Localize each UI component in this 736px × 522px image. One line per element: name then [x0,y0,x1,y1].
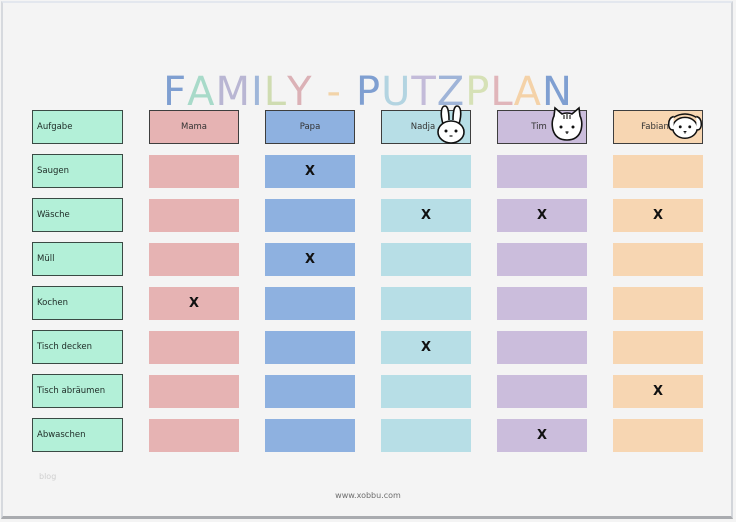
assignment-cell[interactable] [497,375,587,408]
assignment-cell[interactable]: X [613,199,703,232]
assignment-cell[interactable] [381,155,471,188]
check-mark: X [420,208,432,223]
assignment-cell[interactable] [149,155,239,188]
title-letter: L [263,68,288,115]
task-cell: Müll [32,242,123,276]
title-letter: M [215,68,251,115]
title-letter: P [465,68,491,115]
task-cell: Tisch abräumen [32,374,123,408]
assignment-cell[interactable]: X [381,199,471,232]
assignment-cell[interactable] [497,331,587,364]
assignment-cell[interactable] [149,331,239,364]
task-cell: Kochen [32,286,123,320]
assignment-cell[interactable] [149,375,239,408]
assignment-cell[interactable] [265,375,355,408]
assignment-cell[interactable] [149,419,239,452]
dog-icon [666,104,703,144]
member-header-mama: Mama [149,110,239,144]
task-cell: Wäsche [32,198,123,232]
assignment-cell[interactable]: X [149,287,239,320]
title-letter: - [326,68,342,115]
assignment-cell[interactable] [613,243,703,276]
assignment-cell[interactable] [265,419,355,452]
assignment-cell[interactable] [497,155,587,188]
assignment-cell[interactable] [149,199,239,232]
assignment-cell[interactable]: X [497,199,587,232]
member-name: Fabian [641,122,669,132]
task-header-cell: Aufgabe [32,110,123,144]
task-cell: Abwaschen [32,418,123,452]
assignment-cell[interactable]: X [381,331,471,364]
title-letter: F [163,68,188,115]
check-mark: X [420,340,432,355]
title-letter: A [513,68,542,115]
title-letter: Y [287,68,313,115]
member-name: Papa [299,122,321,132]
assignment-cell[interactable] [381,243,471,276]
assignment-cell[interactable]: X [497,419,587,452]
assignment-cell[interactable] [497,243,587,276]
task-cell: Saugen [32,154,123,188]
member-name: Tim [531,122,547,132]
assignment-cell[interactable] [265,199,355,232]
member-header-tim: Tim [497,106,587,144]
assignment-cell[interactable] [265,287,355,320]
title-letter: P [355,68,382,115]
assignment-cell[interactable] [497,287,587,320]
assignment-cell[interactable]: X [265,243,355,276]
title-letter: U [381,68,412,115]
member-name: Nadja [410,122,436,132]
check-mark: X [536,208,548,223]
title-letter: I [250,68,264,115]
check-mark: X [536,428,548,443]
check-mark: X [304,252,316,267]
title-letter: N [542,68,573,115]
member-header-papa: Papa [265,110,355,144]
rabbit-icon [434,104,468,144]
check-mark: X [304,164,316,179]
assignment-cell[interactable] [381,419,471,452]
title-letter: T [411,68,437,115]
assignment-cell[interactable] [265,331,355,364]
assignment-cell[interactable]: X [265,155,355,188]
assignment-cell[interactable] [149,243,239,276]
footer-url: www.xobbu.com [335,491,401,500]
title-letter: L [490,68,514,115]
assignment-cell[interactable] [381,287,471,320]
assignment-cell[interactable]: X [613,375,703,408]
check-mark: X [652,208,664,223]
member-header-fabian: Fabian [613,110,703,144]
page-title: FAMILY - PUTZPLAN [0,67,736,117]
assignment-cell[interactable] [613,419,703,452]
assignment-cell[interactable] [613,155,703,188]
check-mark: X [188,296,200,311]
assignment-cell[interactable] [381,375,471,408]
assignment-cell[interactable] [613,331,703,364]
check-mark: X [652,384,664,399]
cat-icon [550,104,584,144]
assignment-cell[interactable] [613,287,703,320]
member-header-nadja: Nadja [381,105,471,144]
task-cell: Tisch decken [32,330,123,364]
member-name: Mama [180,122,208,132]
title-letter: A [187,68,216,115]
watermark-text: blog [39,472,57,481]
